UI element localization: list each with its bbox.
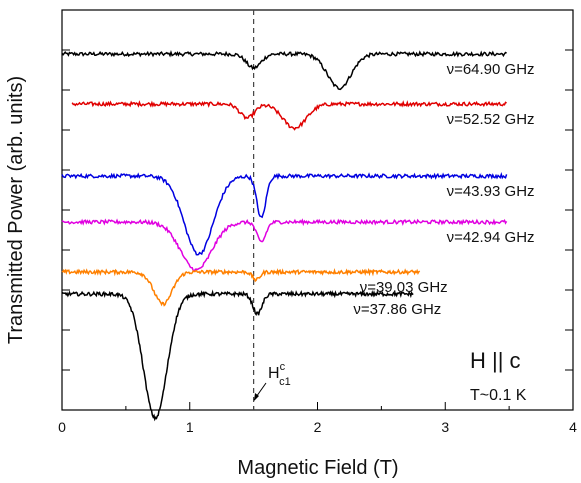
series-label-3: ν=42.94 GHz	[447, 229, 535, 246]
series-line-2	[61, 171, 508, 256]
y-axis-label: Transmitted Power (arb. units)	[5, 76, 27, 344]
x-tick-label: 3	[441, 419, 449, 435]
orientation-label: H || c	[470, 348, 521, 373]
series-line-0	[61, 50, 507, 91]
series-line-1	[71, 100, 507, 131]
hc1-subscript: c1	[279, 376, 291, 388]
series-label-0: ν=64.90 GHz	[447, 61, 535, 78]
series-label-2: ν=43.93 GHz	[447, 183, 535, 200]
hc1-symbol: H	[268, 365, 280, 382]
x-tick-label: 1	[186, 419, 194, 435]
series-line-5	[61, 289, 414, 422]
x-axis-label: Magnetic Field (T)	[237, 457, 398, 479]
series-label-1: ν=52.52 GHz	[447, 111, 535, 128]
series-line-4	[61, 267, 421, 307]
hc1-superscript: c	[280, 361, 286, 373]
temperature-label: T~0.1 K	[470, 387, 527, 404]
x-tick-label: 4	[569, 419, 577, 435]
series-line-3	[61, 218, 508, 272]
hc1-arrowhead	[254, 393, 259, 401]
x-tick-label: 2	[314, 419, 322, 435]
series-label-4: ν=39.03 GHz	[360, 279, 448, 296]
x-tick-label: 0	[58, 419, 66, 435]
series-label-5: ν=37.86 GHz	[353, 301, 441, 318]
hc1-annotation: Hc c1	[268, 361, 291, 388]
